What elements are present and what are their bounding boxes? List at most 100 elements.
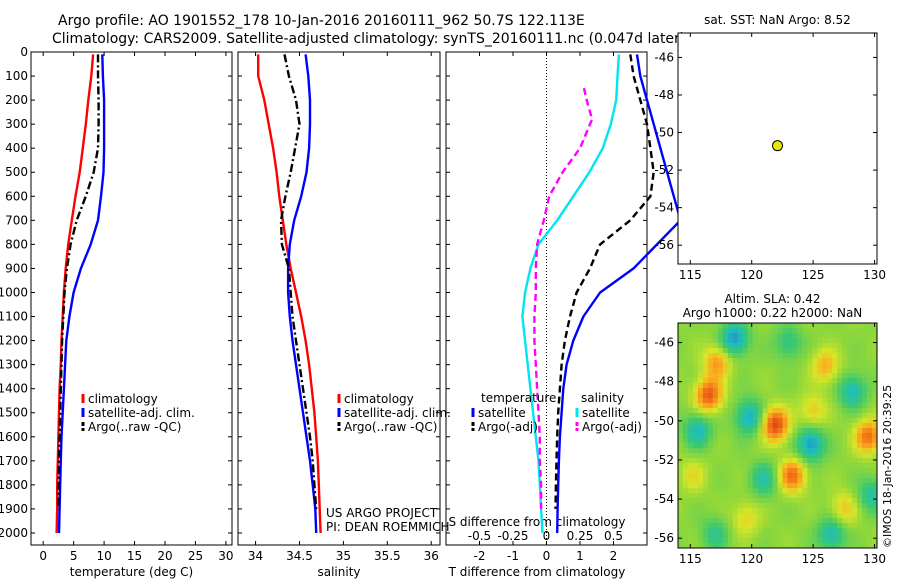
sla-heatmap-cell — [757, 358, 763, 364]
sla-heatmap-cell — [712, 473, 719, 479]
sla-heatmap-cell — [832, 323, 838, 329]
sla-heatmap-cell — [702, 353, 709, 359]
sla-heatmap-cell — [837, 388, 843, 394]
sla-heatmap-cell — [802, 458, 808, 464]
sla-heatmap-cell — [782, 348, 788, 354]
sla-heatmap-cell — [687, 478, 694, 484]
sla-heatmap-cell — [692, 368, 699, 374]
sla-heatmap-cell — [772, 493, 778, 499]
sla-heatmap-cell — [857, 513, 863, 519]
sla-heatmap-cell — [732, 518, 739, 524]
sla-heatmap-cell — [867, 398, 873, 404]
sla-heatmap-cell — [678, 343, 684, 349]
sla-heatmap-cell — [762, 338, 768, 344]
sla-heatmap-cell — [782, 373, 788, 379]
sla-heatmap-cell — [842, 378, 848, 384]
sla-heatmap-cell — [717, 533, 724, 539]
sla-heatmap-cell — [802, 488, 808, 494]
sla-heatmap-cell — [697, 508, 704, 514]
sla-heatmap-cell — [852, 523, 858, 529]
sla-heatmap-cell — [832, 463, 838, 469]
sla-heatmap-cell — [678, 443, 684, 449]
sla-heatmap-cell — [817, 498, 823, 504]
sla-heatmap-cell — [837, 438, 843, 444]
sla-heatmap-cell — [762, 448, 768, 454]
sla-heatmap-cell — [812, 393, 818, 399]
sla-heatmap-cell — [807, 368, 813, 374]
sla-heatmap-cell — [852, 343, 858, 349]
salinity-x-tick-label: 34 — [248, 549, 263, 563]
sla-heatmap-cell — [822, 498, 828, 504]
sla-heatmap-cell — [857, 353, 863, 359]
sla-heatmap-cell — [732, 478, 739, 484]
sla-heatmap-cell — [832, 453, 838, 459]
sla-heatmap-cell — [847, 398, 853, 404]
sla-heatmap-cell — [787, 458, 793, 464]
sla-heatmap-cell — [812, 388, 818, 394]
sla-heatmap-cell — [777, 363, 783, 369]
sla-heatmap-cell — [737, 368, 744, 374]
sla-heatmap-cell — [812, 418, 818, 424]
sla-heatmap-cell — [697, 363, 704, 369]
sla-heatmap-cell — [832, 373, 838, 379]
sla-heatmap-cell — [747, 463, 754, 469]
sla-heatmap-cell — [857, 458, 863, 464]
sla-heatmap-cell — [812, 383, 818, 389]
sla-heatmap-cell — [697, 468, 704, 474]
sla-heatmap-cell — [847, 543, 853, 549]
sla-heatmap-cell — [827, 458, 833, 464]
sla-heatmap-cell — [812, 518, 818, 524]
sla-heatmap-cell — [682, 373, 689, 379]
sla-heatmap-cell — [717, 423, 724, 429]
sla-heatmap-cell — [782, 403, 788, 409]
sla-heatmap-cell — [817, 463, 823, 469]
sla-heatmap-cell — [822, 543, 828, 549]
sla-heatmap-cell — [857, 493, 863, 499]
sla-heatmap-cell — [852, 398, 858, 404]
sla-heatmap-cell — [697, 323, 704, 329]
sla-heatmap-cell — [827, 503, 833, 509]
sla-heatmap-cell — [792, 393, 798, 399]
sla-heatmap-cell — [678, 408, 684, 414]
sla-heatmap-cell — [712, 408, 719, 414]
sla-heatmap-cell — [747, 508, 754, 514]
sla-heatmap-cell — [752, 448, 759, 454]
sla-heatmap-cell — [777, 358, 783, 364]
sla-heatmap-cell — [847, 473, 853, 479]
imos-side-text: ©IMOS 18-Jan-2016 20:39:25 — [881, 385, 894, 548]
sla-heatmap-cell — [837, 538, 843, 544]
sla-heatmap-cell — [702, 538, 709, 544]
sla-heatmap-cell — [697, 463, 704, 469]
sla-heatmap-cell — [777, 508, 783, 514]
tdiff-x-tick-label: -1 — [507, 549, 519, 563]
sla-heatmap-cell — [872, 348, 878, 354]
sla-heatmap-cell — [712, 468, 719, 474]
sla-heatmap-cell — [787, 353, 793, 359]
sla-heatmap-cell — [777, 413, 783, 419]
depth-tick-label: 100 — [5, 69, 28, 83]
sla-heatmap-cell — [702, 403, 709, 409]
sla-heatmap-cell — [692, 518, 699, 524]
sla-heatmap-cell — [727, 423, 734, 429]
sla-heatmap-cell — [807, 398, 813, 404]
sla-heatmap-cell — [822, 533, 828, 539]
sla-heatmap-cell — [682, 363, 689, 369]
sla-heatmap-cell — [767, 523, 773, 529]
sla-heatmap-cell — [807, 533, 813, 539]
sla-heatmap-cell — [752, 488, 759, 494]
sla-heatmap-cell — [782, 343, 788, 349]
sla-heatmap-cell — [837, 413, 843, 419]
sla-heatmap-cell — [822, 528, 828, 534]
sla-heatmap-cell — [822, 348, 828, 354]
sla-heatmap-cell — [767, 448, 773, 454]
sla-heatmap-cell — [847, 508, 853, 514]
sla-heatmap-cell — [772, 393, 778, 399]
sla-heatmap-cell — [792, 453, 798, 459]
sla-heatmap-cell — [702, 393, 709, 399]
sla-heatmap-cell — [802, 523, 808, 529]
sla-heatmap-cell — [752, 333, 759, 339]
sla-heatmap-cell — [857, 358, 863, 364]
sla-heatmap-cell — [737, 418, 744, 424]
sla-heatmap-cell — [692, 428, 699, 434]
sla-heatmap-cell — [867, 453, 873, 459]
